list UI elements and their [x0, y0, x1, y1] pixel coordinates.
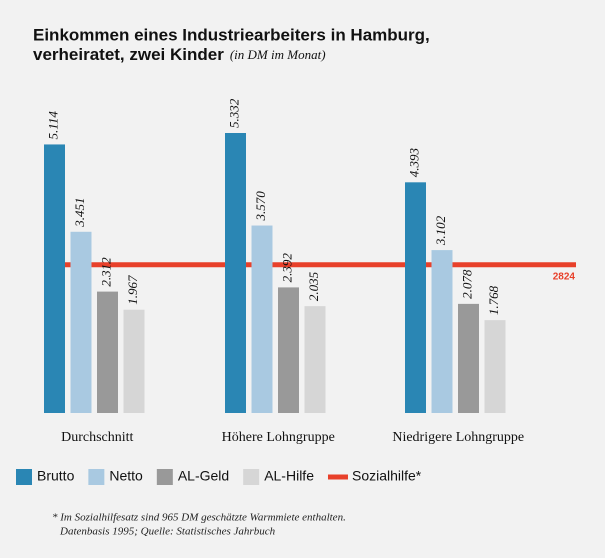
value-label: 2.078: [459, 269, 474, 299]
value-label: 1.768: [486, 285, 501, 315]
value-label: 2.312: [98, 257, 113, 287]
legend-swatch: [243, 469, 260, 485]
legend-swatch: [156, 469, 173, 485]
bar: [304, 306, 326, 413]
chart-title-line: verheiratet, zwei Kinder: [33, 45, 224, 64]
bar: [278, 287, 299, 413]
reference-label: 2824: [553, 271, 576, 282]
bar: [225, 133, 246, 413]
legend-label: Netto: [109, 468, 143, 484]
bar: [70, 231, 92, 413]
bar: [458, 303, 479, 413]
value-label: 5.332: [226, 98, 241, 128]
legend-label: AL-Geld: [178, 468, 229, 484]
value-label: 3.570: [253, 191, 268, 222]
bar: [44, 144, 65, 413]
bar: [123, 309, 145, 413]
bar: [484, 320, 506, 413]
value-label: 3.102: [433, 215, 448, 246]
value-label: 4.393: [406, 148, 421, 178]
footnote: * Im Sozialhilfesatz sind 965 DM geschät…: [52, 512, 346, 524]
chart-title: verheiratet, zwei Kinder (in DM im Monat): [33, 45, 326, 64]
value-label: 1.967: [125, 275, 140, 305]
value-label: 2.392: [279, 253, 294, 283]
bar: [97, 291, 118, 413]
footnote: Datenbasis 1995; Quelle: Statistisches J…: [59, 526, 276, 538]
bar: [431, 250, 453, 413]
x-tick-label: Durchschnitt: [61, 430, 133, 445]
chart-subtitle: (in DM im Monat): [230, 47, 326, 62]
legend-swatch: [88, 469, 105, 485]
legend-swatch: [16, 469, 32, 485]
value-label: 3.451: [72, 198, 87, 228]
x-tick-label: Höhere Lohngruppe: [222, 430, 335, 445]
legend-label: AL-Hilfe: [264, 468, 314, 484]
legend-label: Sozialhilfe*: [352, 468, 422, 484]
x-tick-label: Niedrigere Lohngruppe: [392, 430, 524, 445]
value-label: 5.114: [45, 111, 60, 140]
value-label: 2.035: [306, 271, 321, 301]
bar: [251, 225, 273, 413]
legend-label: Brutto: [37, 468, 75, 484]
bar: [405, 182, 426, 413]
chart-title: Einkommen eines Industriearbeiters in Ha…: [33, 25, 430, 44]
